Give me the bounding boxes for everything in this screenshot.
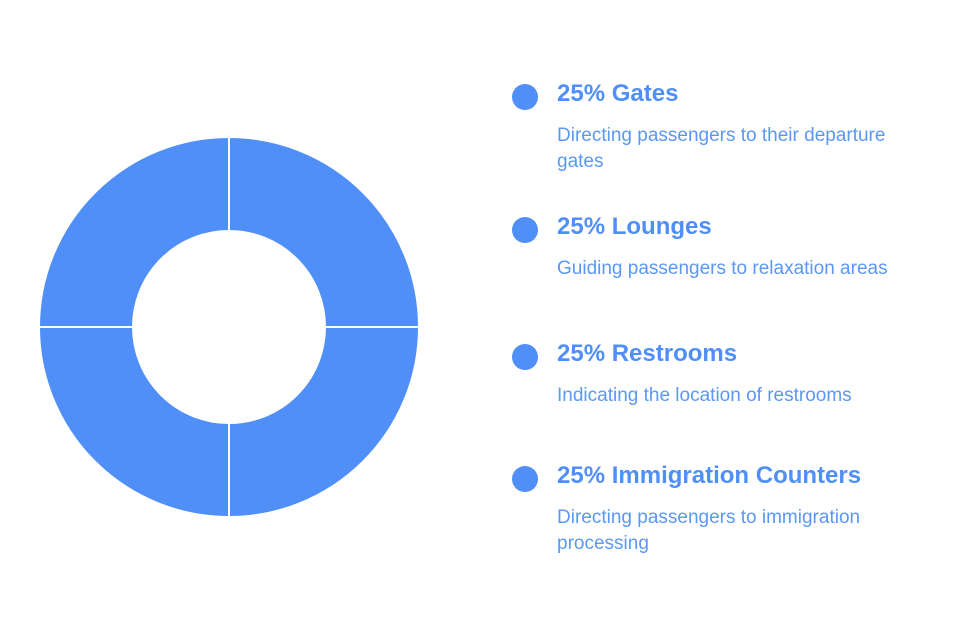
- value-label: 25%: [557, 462, 606, 489]
- legend-label: 25% Lounges: [557, 213, 712, 241]
- category-label: Lounges: [611, 213, 712, 240]
- legend-label: 25% Gates: [557, 80, 678, 108]
- category-label: Restrooms: [611, 340, 738, 367]
- legend-label: 25% Immigration Counters: [557, 462, 861, 490]
- donut-slice: [37, 135, 230, 328]
- category-label: Gates: [611, 80, 679, 107]
- legend-description: Directing passengers to immigration proc…: [557, 507, 861, 554]
- legend-description: Directing passengers to their departure …: [557, 125, 886, 172]
- legend-marker: [512, 84, 538, 110]
- legend-description: Guiding passengers to relaxation areas: [557, 258, 888, 279]
- legend-marker: [512, 466, 538, 492]
- legend-description: Indicating the location of restrooms: [557, 385, 852, 406]
- category-label: Immigration Counters: [611, 462, 862, 489]
- value-label: 25%: [557, 80, 606, 107]
- legend-marker: [512, 217, 538, 243]
- donut-slice: [228, 326, 421, 519]
- legend-marker: [512, 344, 538, 370]
- donut-slice: [228, 135, 421, 328]
- chart: [37, 135, 421, 519]
- legend-label: 25% Restrooms: [557, 340, 737, 368]
- value-label: 25%: [557, 340, 606, 367]
- value-label: 25%: [557, 213, 606, 240]
- donut-slice: [37, 326, 230, 519]
